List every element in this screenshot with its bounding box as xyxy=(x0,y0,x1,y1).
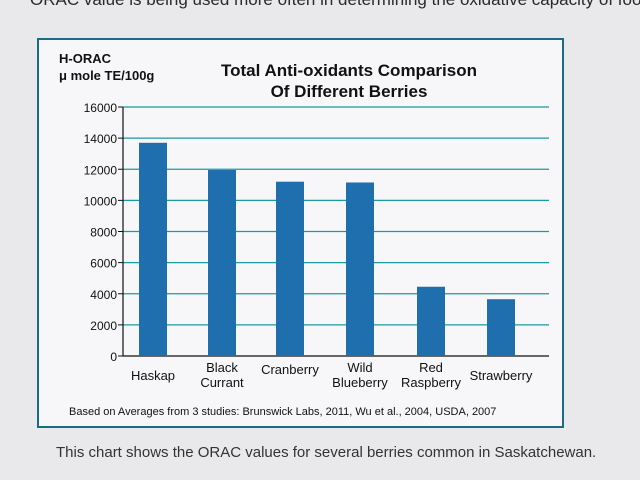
y-tick-label: 6000 xyxy=(90,257,117,271)
chart-caption: This chart shows the ORAC values for sev… xyxy=(56,444,597,461)
y-tick-label: 10000 xyxy=(84,194,118,208)
y-tick-label: 16000 xyxy=(84,101,118,115)
x-category-label: Black xyxy=(206,360,238,375)
bar-1 xyxy=(208,170,236,356)
x-category-label: Haskap xyxy=(131,368,175,383)
x-category-label: Red xyxy=(419,360,443,375)
y-axis-label-line-1: H-ORAC xyxy=(59,51,111,66)
y-axis-label: H-ORAC μ mole TE/100g xyxy=(59,50,154,84)
source-note: Based on Averages from 3 studies: Brunsw… xyxy=(69,406,497,418)
x-category-label: Blueberry xyxy=(332,375,388,390)
y-tick-label: 4000 xyxy=(90,288,117,302)
x-category-label: Cranberry xyxy=(261,362,319,377)
chart-panel: H-ORAC μ mole TE/100g Total Anti-oxidant… xyxy=(37,38,564,428)
x-category-label: Currant xyxy=(200,375,244,390)
x-category-label: Wild xyxy=(347,360,372,375)
bar-2 xyxy=(276,181,304,356)
chart-title-line-1: Total Anti-oxidants Comparison xyxy=(221,61,477,80)
y-tick-label: 8000 xyxy=(90,226,117,240)
x-category-label: Strawberry xyxy=(470,368,533,383)
y-tick-label: 12000 xyxy=(84,163,118,177)
y-tick-label: 14000 xyxy=(84,132,118,146)
chart-title: Total Anti-oxidants Comparison Of Differ… xyxy=(199,60,499,102)
paragraph-text-above: ORAC value is being used more often in d… xyxy=(30,0,640,10)
bar-4 xyxy=(417,286,445,356)
bar-5 xyxy=(487,299,515,356)
y-tick-label: 2000 xyxy=(90,319,117,333)
y-axis-label-line-2: μ mole TE/100g xyxy=(59,68,155,83)
chart-title-line-2: Of Different Berries xyxy=(270,82,428,101)
bar-3 xyxy=(346,182,374,356)
bar-0 xyxy=(139,142,167,356)
bar-chart-plot: 0 2000 4000 6000 8000 10000 12000 14000 16000 Has… xyxy=(84,101,549,390)
x-category-label: Raspberry xyxy=(401,375,461,390)
y-tick-label: 0 xyxy=(110,350,117,364)
